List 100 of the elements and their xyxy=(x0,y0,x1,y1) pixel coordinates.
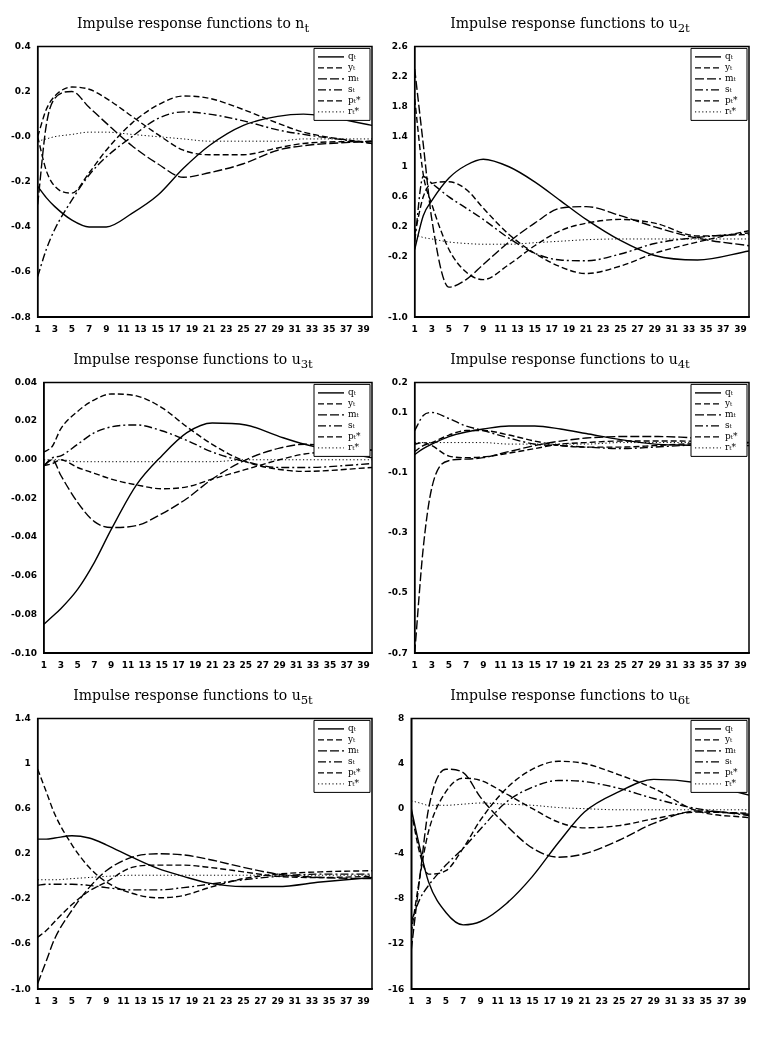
y-tick-label: 0.4 xyxy=(14,40,31,51)
x-tick-label: 5 xyxy=(74,659,81,670)
y-tick-label: 2.6 xyxy=(391,40,408,51)
x-tick-label: 5 xyxy=(445,323,453,334)
y-tick-label: 0.2 xyxy=(14,848,31,859)
x-tick-label: 5 xyxy=(68,995,76,1006)
y-tick-label: -8 xyxy=(394,893,405,904)
x-tick-label: 13 xyxy=(511,659,524,670)
x-tick-label: 1 xyxy=(40,659,48,670)
x-tick-label: 21 xyxy=(579,659,593,670)
y-tick-label: -16 xyxy=(387,983,405,994)
x-tick-label: 23 xyxy=(597,659,610,670)
legend-label: mₜ xyxy=(725,73,737,84)
y-tick-label: -0.5 xyxy=(387,587,408,598)
y-tick-label: 0.2 xyxy=(391,221,408,232)
legend-label: yₜ xyxy=(724,398,734,409)
x-tick-label: 23 xyxy=(220,323,233,334)
legend-label: pₜ* xyxy=(348,767,361,778)
legend-label: rₜ* xyxy=(725,778,737,789)
x-tick-label: 9 xyxy=(108,659,115,670)
x-tick-label: 19 xyxy=(562,323,576,334)
legend-label: yₜ xyxy=(347,734,357,745)
x-tick-label: 35 xyxy=(323,659,337,670)
y-tick-label: -0.7 xyxy=(387,647,408,658)
chart-title: Impulse response functions to u$_{4t}$ xyxy=(449,350,691,373)
x-tick-label: 39 xyxy=(357,323,370,334)
chart-title: Impulse response functions to n$_{t}$ xyxy=(75,14,311,37)
x-tick-label: 5 xyxy=(445,659,453,670)
x-tick-label: 9 xyxy=(480,659,487,670)
chart-title: Impulse response functions to u$_{6t}$ xyxy=(449,686,691,709)
x-tick-label: 39 xyxy=(734,995,747,1006)
x-tick-label: 13 xyxy=(508,995,522,1006)
x-tick-label: 11 xyxy=(121,659,135,670)
legend-label: sₜ xyxy=(725,420,733,431)
x-tick-label: 7 xyxy=(462,659,470,670)
x-tick-label: 3 xyxy=(428,659,435,670)
y-tick-label: 1 xyxy=(401,161,408,172)
x-tick-label: 17 xyxy=(545,323,559,334)
y-tick-label: -0.10 xyxy=(10,647,37,658)
x-tick-label: 13 xyxy=(134,323,147,334)
x-tick-label: 27 xyxy=(630,995,643,1006)
x-tick-label: 29 xyxy=(271,323,284,334)
x-tick-label: 21 xyxy=(578,995,591,1006)
x-tick-label: 15 xyxy=(526,995,539,1006)
x-tick-label: 39 xyxy=(734,659,747,670)
x-tick-label: 17 xyxy=(168,323,182,334)
legend-label: pₜ* xyxy=(348,431,361,442)
legend-label: pₜ* xyxy=(725,95,738,106)
legend-label: sₜ xyxy=(348,420,356,431)
x-tick-label: 27 xyxy=(256,659,269,670)
x-tick-label: 23 xyxy=(595,995,609,1006)
x-tick-label: 7 xyxy=(85,995,93,1006)
x-tick-label: 11 xyxy=(494,659,507,670)
x-tick-label: 35 xyxy=(699,995,712,1006)
y-tick-label: 0 xyxy=(397,803,405,814)
y-tick-label: 1.4 xyxy=(14,712,31,723)
y-tick-label: 8 xyxy=(397,712,405,723)
x-tick-label: 37 xyxy=(716,995,730,1006)
y-tick-label: -4 xyxy=(394,848,405,859)
legend-label: qₜ xyxy=(348,51,357,62)
x-tick-label: 17 xyxy=(168,995,182,1006)
legend-label: qₜ xyxy=(725,51,734,62)
x-tick-label: 9 xyxy=(480,323,487,334)
y-tick-label: -0.2 xyxy=(10,176,31,187)
x-tick-label: 17 xyxy=(543,995,557,1006)
x-tick-label: 37 xyxy=(717,659,730,670)
x-tick-label: 13 xyxy=(138,659,152,670)
x-tick-label: 29 xyxy=(647,995,661,1006)
legend-label: qₜ xyxy=(348,387,357,398)
x-tick-label: 27 xyxy=(631,323,644,334)
y-tick-label: 1.8 xyxy=(391,100,408,111)
y-tick-label: 1 xyxy=(24,757,31,768)
x-tick-label: 1 xyxy=(411,323,418,334)
x-tick-label: 33 xyxy=(682,323,696,334)
y-tick-label: 0.00 xyxy=(14,454,37,465)
legend-label: qₜ xyxy=(725,387,734,398)
y-tick-label: 0.2 xyxy=(14,85,31,96)
legend-label: yₜ xyxy=(724,62,734,73)
chart-title: Impulse response functions to u$_{5t}$ xyxy=(72,686,314,709)
x-tick-label: 29 xyxy=(273,659,286,670)
x-tick-label: 25 xyxy=(612,995,626,1006)
x-tick-label: 25 xyxy=(614,323,627,334)
chart-title: Impulse response functions to u$_{2t}$ xyxy=(449,14,691,37)
x-tick-label: 35 xyxy=(699,659,713,670)
x-tick-label: 7 xyxy=(91,659,98,670)
x-tick-label: 9 xyxy=(103,323,110,334)
x-tick-label: 21 xyxy=(579,323,593,334)
x-tick-label: 11 xyxy=(117,995,130,1006)
y-tick-label: -0.2 xyxy=(387,251,408,262)
x-tick-label: 9 xyxy=(103,995,110,1006)
x-tick-label: 39 xyxy=(357,995,370,1006)
x-tick-label: 31 xyxy=(665,659,679,670)
x-tick-label: 19 xyxy=(560,995,574,1006)
x-tick-label: 27 xyxy=(631,659,644,670)
y-tick-label: -0.0 xyxy=(10,131,31,142)
x-tick-label: 3 xyxy=(425,995,432,1006)
x-tick-label: 33 xyxy=(682,995,695,1006)
legend-label: mₜ xyxy=(348,409,360,420)
y-tick-label: -0.1 xyxy=(387,467,408,478)
x-tick-label: 15 xyxy=(155,659,168,670)
